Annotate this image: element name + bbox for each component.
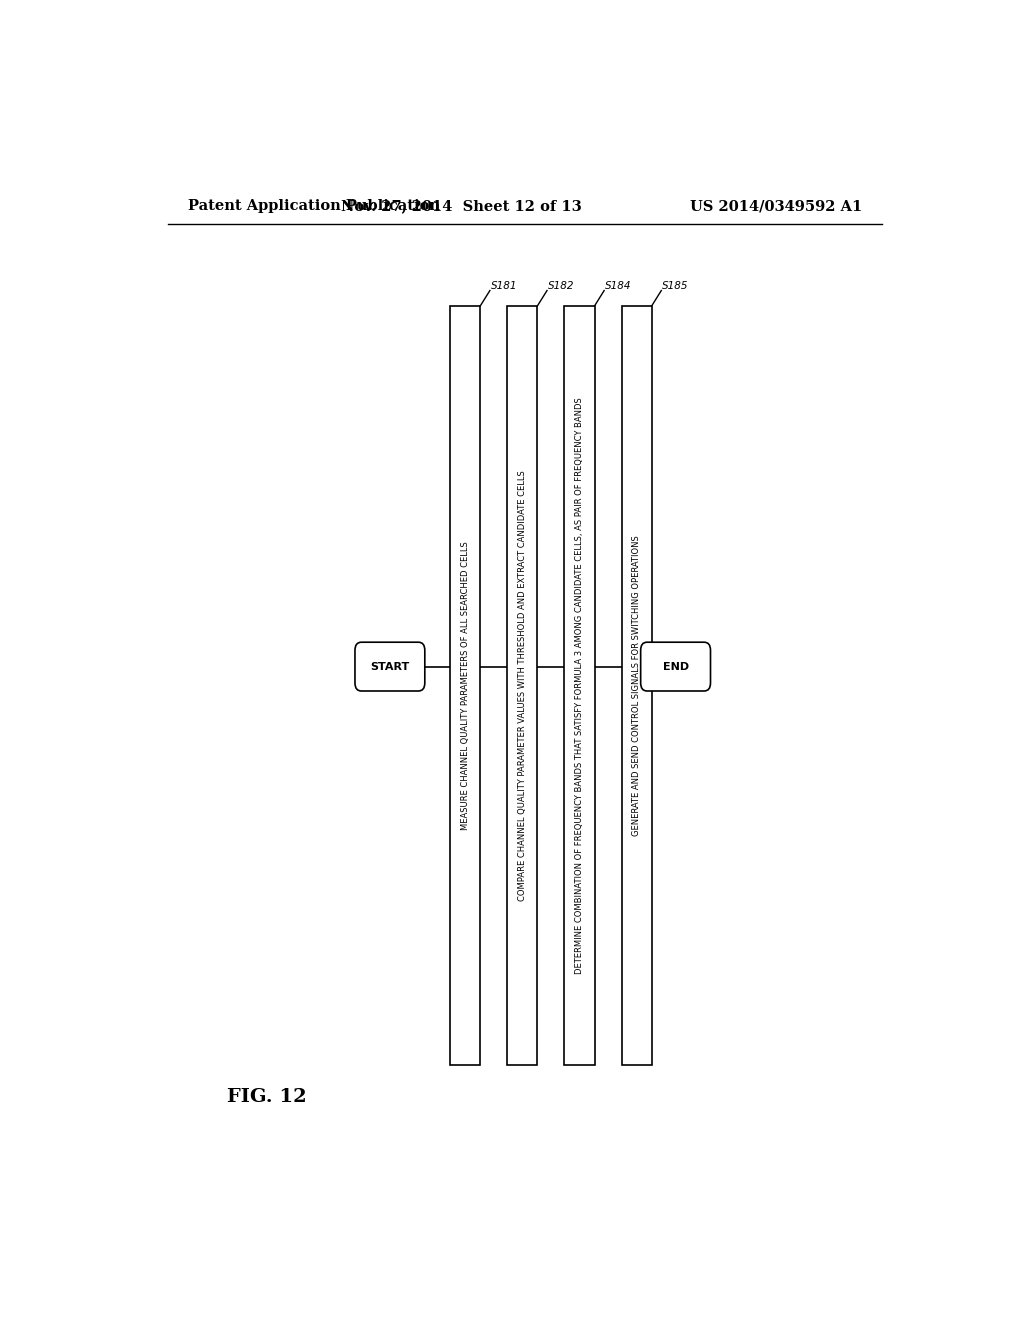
- Text: END: END: [663, 661, 689, 672]
- Text: S184: S184: [605, 281, 632, 290]
- Text: S181: S181: [490, 281, 517, 290]
- Bar: [507, 306, 538, 1065]
- Bar: [622, 306, 652, 1065]
- Bar: [564, 306, 595, 1065]
- Text: S185: S185: [663, 281, 688, 290]
- Text: Nov. 27, 2014  Sheet 12 of 13: Nov. 27, 2014 Sheet 12 of 13: [341, 199, 582, 213]
- Text: S182: S182: [548, 281, 574, 290]
- Text: MEASURE CHANNEL QUALITY PARAMETERS OF ALL SEARCHED CELLS: MEASURE CHANNEL QUALITY PARAMETERS OF AL…: [461, 541, 470, 830]
- Bar: [451, 306, 480, 1065]
- Text: US 2014/0349592 A1: US 2014/0349592 A1: [690, 199, 862, 213]
- Text: Patent Application Publication: Patent Application Publication: [187, 199, 439, 213]
- FancyBboxPatch shape: [355, 643, 425, 690]
- Text: FIG. 12: FIG. 12: [227, 1088, 307, 1106]
- Text: GENERATE AND SEND CONTROL SIGNALS FOR SWITCHING OPERATIONS: GENERATE AND SEND CONTROL SIGNALS FOR SW…: [632, 535, 641, 836]
- FancyBboxPatch shape: [641, 643, 711, 690]
- Text: COMPARE CHANNEL QUALITY PARAMETER VALUES WITH THRESHOLD AND EXTRACT CANDIDATE CE: COMPARE CHANNEL QUALITY PARAMETER VALUES…: [518, 470, 527, 900]
- Text: DETERMINE COMBINATION OF FREQUENCY BANDS THAT SATISFY FORMULA 3 AMONG CANDIDATE : DETERMINE COMBINATION OF FREQUENCY BANDS…: [575, 397, 584, 974]
- Text: START: START: [371, 661, 410, 672]
